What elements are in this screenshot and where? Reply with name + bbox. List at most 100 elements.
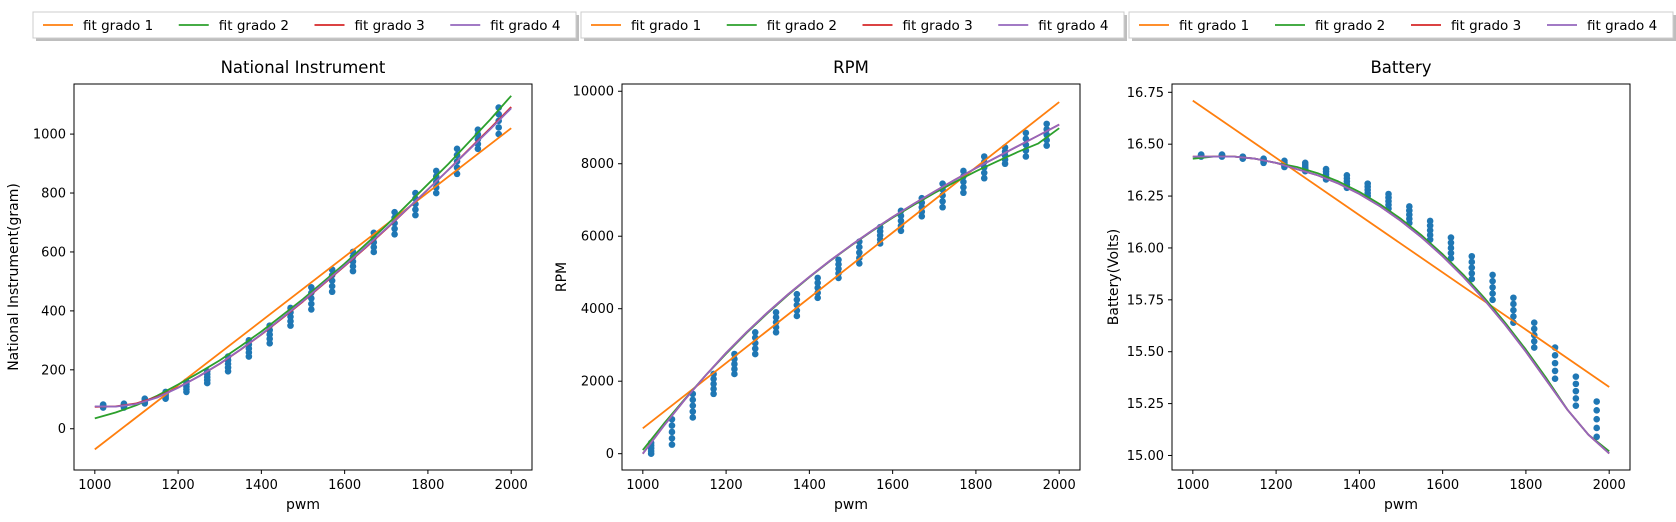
scatter-point <box>1489 277 1496 285</box>
x-tick-label: 1400 <box>1343 478 1376 493</box>
scatter-point <box>835 256 842 264</box>
scatter-point <box>308 306 315 313</box>
x-tick-label: 1800 <box>1509 478 1542 493</box>
x-tick-label: 1600 <box>328 478 361 493</box>
legend-frame <box>580 11 1125 39</box>
y-tick-label: 16.50 <box>1127 138 1164 153</box>
scatter-point <box>308 300 315 308</box>
scatter-point <box>1489 271 1496 279</box>
series-line-fit-grado-1 <box>642 101 1060 430</box>
plot-area <box>94 95 512 451</box>
legend-label-fit-grado-3: fit grado 3 <box>355 18 425 34</box>
y-tick-label: 15.25 <box>1127 397 1164 412</box>
scatter-point <box>1530 319 1538 326</box>
scatter-point <box>1593 433 1600 441</box>
scatter-point <box>1426 222 1434 229</box>
x-axis-label: pwm <box>1384 497 1418 513</box>
x-tick-label: 1600 <box>876 478 909 493</box>
scatter-point <box>668 434 676 442</box>
scatter-point <box>1447 249 1455 257</box>
scatter-point <box>1489 290 1496 297</box>
chart-panel-battery: fit grado 1 fit grado 2 fit grado 3 fit gra… <box>1106 11 1676 513</box>
y-tick-label: 15.50 <box>1127 345 1164 360</box>
x-tick-label: 1000 <box>78 478 111 493</box>
series-line-fit-grado-2 <box>1192 155 1610 453</box>
y-tick-label: 2000 <box>581 375 614 390</box>
x-tick-label: 1400 <box>793 478 826 493</box>
scatter-point <box>939 203 946 211</box>
scatter-point <box>1510 300 1517 308</box>
scatter-point <box>453 145 461 153</box>
scatter-point <box>349 263 357 270</box>
scatter-point <box>689 408 697 415</box>
legend-frame <box>1128 11 1674 39</box>
scatter-point <box>772 319 780 326</box>
x-tick-label: 1200 <box>710 478 743 493</box>
scatter-point <box>474 145 482 153</box>
y-tick-label: 10000 <box>573 85 614 100</box>
scatter-point <box>412 206 419 213</box>
y-tick-label: 0 <box>606 447 614 462</box>
y-tick-label: 15.00 <box>1127 449 1164 464</box>
scatter-point <box>835 265 842 273</box>
x-tick-label: 1800 <box>959 478 992 493</box>
scatter-point <box>1593 407 1600 414</box>
legend-label-fit-grado-3: fit grado 3 <box>1451 18 1521 34</box>
scatter-point <box>1593 415 1600 423</box>
y-tick-label: 16.75 <box>1127 86 1164 101</box>
scatter-point <box>960 189 967 197</box>
scatter-point <box>710 380 717 388</box>
y-tick-label: 800 <box>41 187 66 202</box>
y-tick-label: 8000 <box>581 157 614 172</box>
scatter-point <box>1489 284 1496 291</box>
chart-title: National Instrument <box>221 58 386 77</box>
legend-frame <box>32 11 577 39</box>
scatter-point <box>1043 142 1050 149</box>
scatter-point <box>751 350 759 358</box>
x-axis-label: pwm <box>834 497 868 513</box>
scatter-point <box>856 260 863 267</box>
series-line-fit-grado-1 <box>94 127 512 451</box>
legend-label-fit-grado-4: fit grado 4 <box>1587 18 1657 34</box>
legend: fit grado 1 fit grado 2 fit grado 3 fit gra… <box>1128 11 1676 41</box>
chart-title: Battery <box>1370 58 1431 77</box>
axes-frame <box>1171 83 1631 471</box>
scatter-point <box>668 428 676 436</box>
chart-panel-rpm: fit grado 1 fit grado 2 fit grado 3 fit gra… <box>554 11 1127 513</box>
scatter-point <box>1022 129 1030 137</box>
scatter-point <box>793 290 801 298</box>
legend-label-fit-grado-4: fit grado 4 <box>490 18 560 34</box>
scatter-point <box>1510 306 1517 314</box>
scatter-point <box>370 243 378 251</box>
scatter-point <box>1489 296 1496 304</box>
scatter-point <box>1572 395 1580 402</box>
y-axis-label: Battery(Volts) <box>1106 229 1122 325</box>
y-tick-label: 16.25 <box>1127 190 1164 205</box>
y-tick-label: 600 <box>41 245 66 260</box>
series-line-fit-grado-4 <box>642 123 1060 455</box>
scatter-point <box>793 296 801 303</box>
scatter-point <box>939 198 946 205</box>
scatter-point <box>668 441 676 448</box>
scatter-point <box>793 312 801 320</box>
scatter-point <box>751 328 759 336</box>
plot-area <box>642 101 1060 457</box>
scatter-point <box>1530 344 1538 351</box>
x-tick-label: 2000 <box>1593 478 1626 493</box>
scatter-point <box>1530 338 1538 345</box>
scatter-point <box>391 225 398 233</box>
scatter-point <box>328 288 336 296</box>
series-line-fit-grado-3 <box>1192 155 1610 455</box>
scatter-point <box>432 189 440 197</box>
y-axis-label: RPM <box>554 262 570 292</box>
series-line-fit-grado-1 <box>1192 99 1610 388</box>
series-line-fit-grado-3 <box>642 123 1060 455</box>
scatter-point <box>689 414 697 421</box>
scatter-point <box>772 328 780 336</box>
scatter-point <box>412 211 419 219</box>
scatter-point <box>1551 352 1559 359</box>
scatter-point <box>432 167 440 175</box>
scatter-point <box>495 124 502 131</box>
scatter-point <box>1530 325 1538 333</box>
